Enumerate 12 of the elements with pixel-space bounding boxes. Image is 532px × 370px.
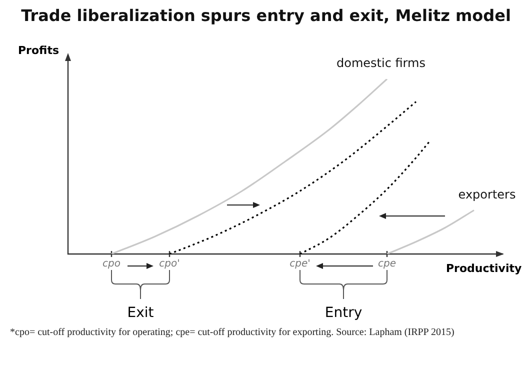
- text: *cpo= cut-off productivity for operating; cpe= cut-off productivity for exporting. Source: Lapham (IRPP 2015): [10, 326, 456, 339]
- text: Entry: [324, 305, 362, 321]
- series-label: exporters: [458, 187, 516, 202]
- x-axis-title: Productivity: [446, 262, 522, 275]
- text: Exit: [127, 305, 154, 321]
- x-tick-label: cpe': [290, 258, 310, 270]
- series-label: domestic firms: [336, 56, 426, 70]
- x-tick-label: cpo: [102, 258, 120, 270]
- x-tick-label: cpe: [378, 258, 396, 270]
- chart-title: Trade liberalization spurs entry and exit, Melitz model: [20, 6, 512, 25]
- x-tick-label: cpo': [159, 258, 180, 270]
- y-axis-title: Profits: [18, 44, 60, 57]
